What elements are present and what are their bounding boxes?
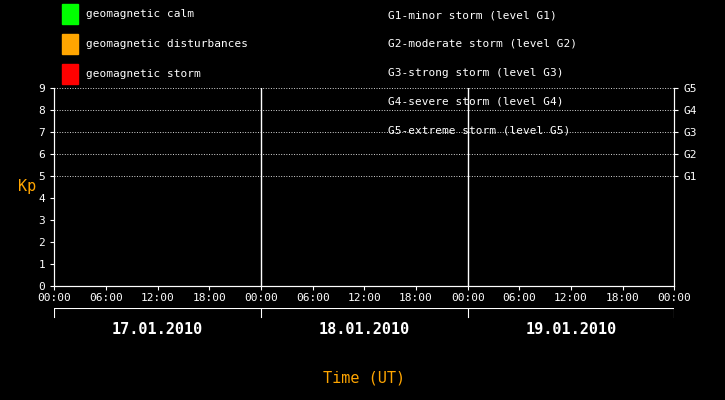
Text: 19.01.2010: 19.01.2010 bbox=[526, 322, 616, 336]
Text: G4-severe storm (level G4): G4-severe storm (level G4) bbox=[388, 96, 563, 106]
Text: G5-extreme storm (level G5): G5-extreme storm (level G5) bbox=[388, 125, 570, 135]
Text: Time (UT): Time (UT) bbox=[323, 370, 405, 386]
Text: G3-strong storm (level G3): G3-strong storm (level G3) bbox=[388, 68, 563, 78]
Text: geomagnetic storm: geomagnetic storm bbox=[86, 69, 201, 79]
Text: 17.01.2010: 17.01.2010 bbox=[112, 322, 203, 336]
Text: geomagnetic calm: geomagnetic calm bbox=[86, 9, 194, 19]
Text: 18.01.2010: 18.01.2010 bbox=[319, 322, 410, 336]
Y-axis label: Kp: Kp bbox=[18, 180, 36, 194]
Text: geomagnetic disturbances: geomagnetic disturbances bbox=[86, 39, 248, 49]
Text: G2-moderate storm (level G2): G2-moderate storm (level G2) bbox=[388, 39, 577, 49]
Text: G1-minor storm (level G1): G1-minor storm (level G1) bbox=[388, 10, 557, 20]
